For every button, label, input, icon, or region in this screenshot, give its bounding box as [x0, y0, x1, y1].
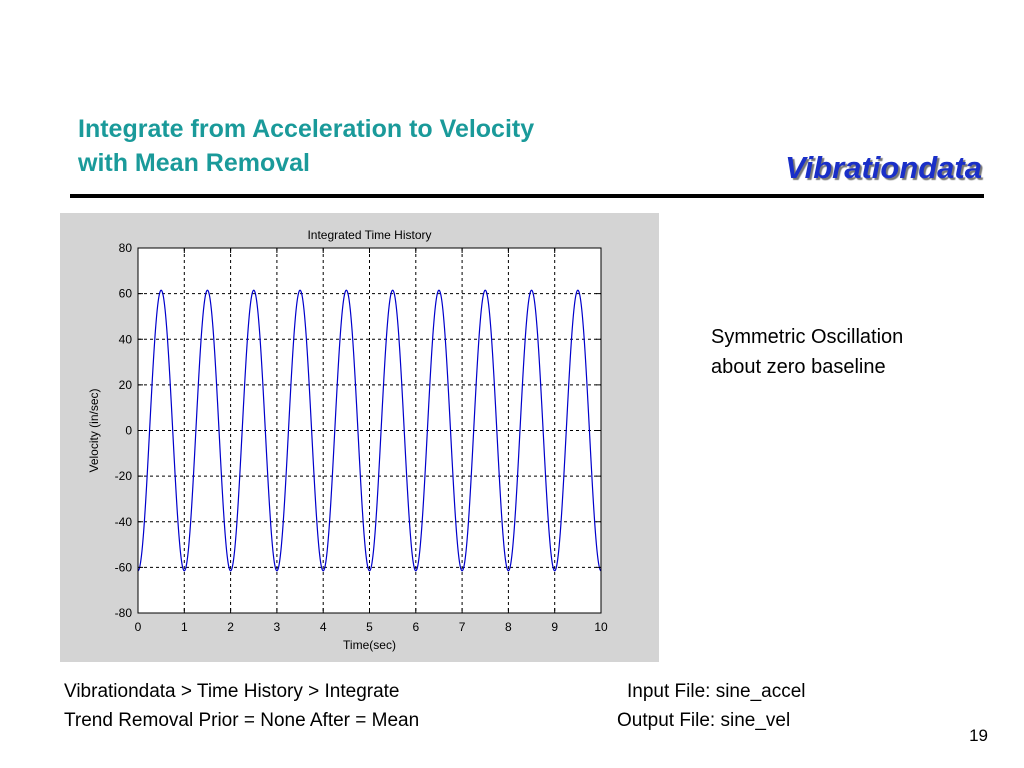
footer-input-file: Input File: sine_accel [627, 681, 806, 702]
chart-figure: 0 1 2 3 4 5 6 7 8 9 10 80 60 40 20 0 -20 -40 -60 -80 Integra… [60, 213, 659, 662]
y-tick-label: 40 [119, 332, 133, 346]
velocity-chart: 0 1 2 3 4 5 6 7 8 9 10 80 60 40 20 0 -20 -40 -60 -80 Integra… [87, 228, 608, 652]
brand-logo: Vibrationdata [785, 150, 982, 185]
x-tick-label: 5 [366, 620, 373, 634]
series-line [137, 289, 602, 572]
y-tick-label: 0 [125, 424, 132, 438]
y-tick-label: 20 [119, 378, 133, 392]
x-tick-label: 0 [135, 620, 142, 634]
x-tick-label: 1 [181, 620, 188, 634]
page-number: 19 [969, 726, 988, 745]
y-tick-label: -60 [115, 560, 133, 574]
slide-title-line1: Integrate from Acceleration to Velocity [78, 115, 535, 143]
x-axis-label: Time(sec) [343, 638, 396, 652]
y-tick-label: -40 [115, 515, 133, 529]
x-tick-label: 4 [320, 620, 327, 634]
x-tick-label: 7 [459, 620, 466, 634]
x-tick-label: 2 [227, 620, 234, 634]
footer-output-file: Output File: sine_vel [617, 710, 791, 731]
x-tick-label: 10 [594, 620, 608, 634]
x-tick-label: 9 [551, 620, 558, 634]
x-tick-label: 8 [505, 620, 512, 634]
y-tick-label: 60 [119, 287, 133, 301]
note-line1: Symmetric Oscillation [711, 326, 904, 348]
slide-title: Integrate from Acceleration to Velocity … [78, 112, 534, 180]
x-tick-label: 3 [274, 620, 281, 634]
y-axis-label: Velocity (in/sec) [87, 388, 101, 472]
y-tick-label: 80 [119, 241, 133, 255]
y-tick-label: -80 [115, 606, 133, 620]
footer-trend: Trend Removal Prior = None After = Mean [64, 710, 420, 731]
title-divider [70, 194, 984, 198]
annotation-note: Symmetric Oscillation about zero baselin… [711, 322, 903, 382]
note-line2: about zero baseline [711, 356, 886, 378]
y-tick-label: -20 [115, 469, 133, 483]
x-tick-label: 6 [412, 620, 419, 634]
footer-path: Vibrationdata > Time History > Integrate [64, 681, 400, 702]
slide-title-line2: with Mean Removal [78, 149, 310, 177]
chart-title: Integrated Time History [307, 228, 431, 242]
